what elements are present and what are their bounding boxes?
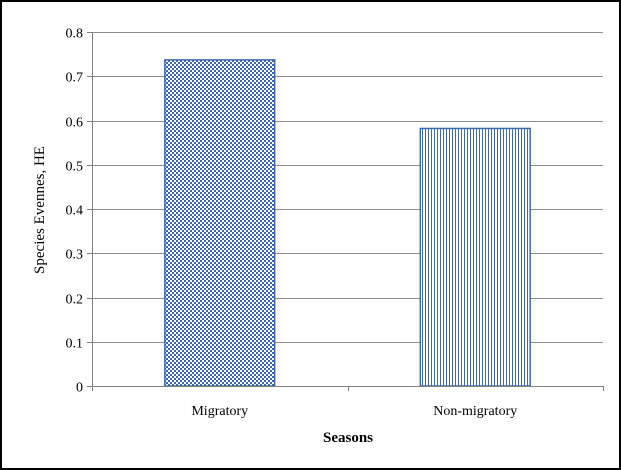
x-tick-label: Non-migratory: [433, 404, 517, 419]
y-tick-label: 0.3: [66, 248, 84, 263]
x-tick-label: Migratory: [191, 404, 248, 419]
x-axis-title: Seasons: [323, 430, 373, 446]
y-tick-labels: 0 0.1 0.2 0.3 0.4 0.5 0.6 0.7 0.8: [66, 27, 84, 396]
y-tick-label: 0.4: [66, 204, 84, 219]
y-tick-label: 0.2: [66, 293, 84, 308]
y-tick-label: 0.7: [66, 71, 84, 86]
bar-non-migratory: [419, 127, 531, 387]
y-tick-label: 0: [76, 381, 83, 396]
y-axis-title: Species Evennes, HE: [32, 146, 48, 274]
bars: [164, 59, 531, 387]
bar-migratory: [164, 59, 276, 387]
x-tick-labels: Migratory Non-migratory: [191, 404, 517, 419]
y-tick-label: 0.6: [66, 116, 84, 131]
y-tick-label: 0.1: [66, 337, 84, 352]
y-tick-label: 0.5: [66, 160, 84, 175]
axes: [87, 32, 604, 391]
y-tick-label: 0.8: [66, 27, 84, 42]
